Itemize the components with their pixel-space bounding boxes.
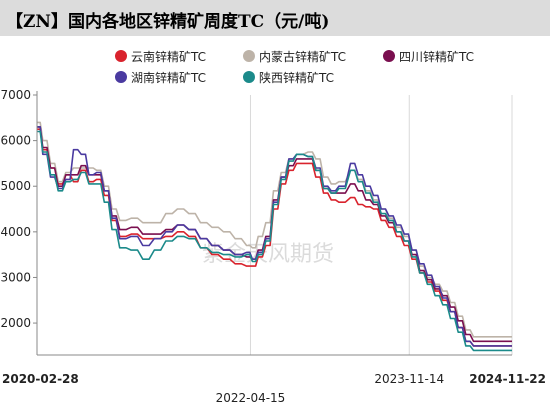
series-line-1	[37, 121, 512, 338]
series-line-2	[37, 126, 512, 343]
chart-axes: 2000 3000 4000 5000 6000 7000 2020-02-28 2022-0…	[0, 88, 546, 405]
legend-item-shaanxi: 陕西锌精矿TC	[243, 67, 334, 87]
legend-marker	[243, 50, 255, 62]
series-line-3	[37, 126, 512, 347]
y-tick-label: 6000	[0, 134, 31, 148]
chart-plot: 紫金天风期货 2000300040005000600070002020-02-2…	[0, 88, 546, 405]
legend-item-neimenggu: 内蒙古锌精矿TC	[243, 46, 346, 66]
legend-label: 内蒙古锌精矿TC	[259, 49, 347, 64]
legend-item-yunnan: 云南锌精矿TC	[115, 46, 206, 66]
legend-marker	[243, 71, 255, 83]
x-tick-label: 2022-04-15	[216, 391, 286, 405]
chart-series	[37, 121, 512, 352]
legend-marker	[115, 50, 127, 62]
y-tick-label: 2000	[0, 316, 31, 330]
x-tick-label: 2020-02-28	[2, 372, 79, 386]
y-tick-label: 4000	[0, 225, 31, 239]
legend-label: 湖南锌精矿TC	[131, 70, 207, 85]
legend-label: 陕西锌精矿TC	[259, 70, 335, 85]
y-tick-label: 3000	[0, 270, 31, 284]
legend-marker	[383, 50, 395, 62]
chart-title: 【ZN】国内各地区锌精矿周度TC（元/吨)	[6, 12, 330, 32]
legend-item-hunan: 湖南锌精矿TC	[115, 67, 206, 87]
x-tick-label: 2024-11-22	[469, 372, 546, 386]
chart-legend: 云南锌精矿TC 内蒙古锌精矿TC 四川锌精矿TC 湖南锌精矿TC 陕西锌精矿TC	[0, 44, 550, 88]
legend-label: 四川锌精矿TC	[399, 49, 475, 64]
legend-item-sichuan: 四川锌精矿TC	[383, 46, 474, 66]
chart-grid	[249, 95, 513, 355]
chart-title-bar: 【ZN】国内各地区锌精矿周度TC（元/吨)	[0, 0, 550, 36]
y-tick-label: 7000	[0, 88, 31, 102]
series-line-4	[37, 130, 512, 352]
series-line-0	[37, 128, 512, 347]
legend-marker	[115, 71, 127, 83]
x-tick-label: 2023-11-14	[374, 372, 444, 386]
legend-label: 云南锌精矿TC	[131, 49, 207, 64]
y-tick-label: 5000	[0, 179, 31, 193]
